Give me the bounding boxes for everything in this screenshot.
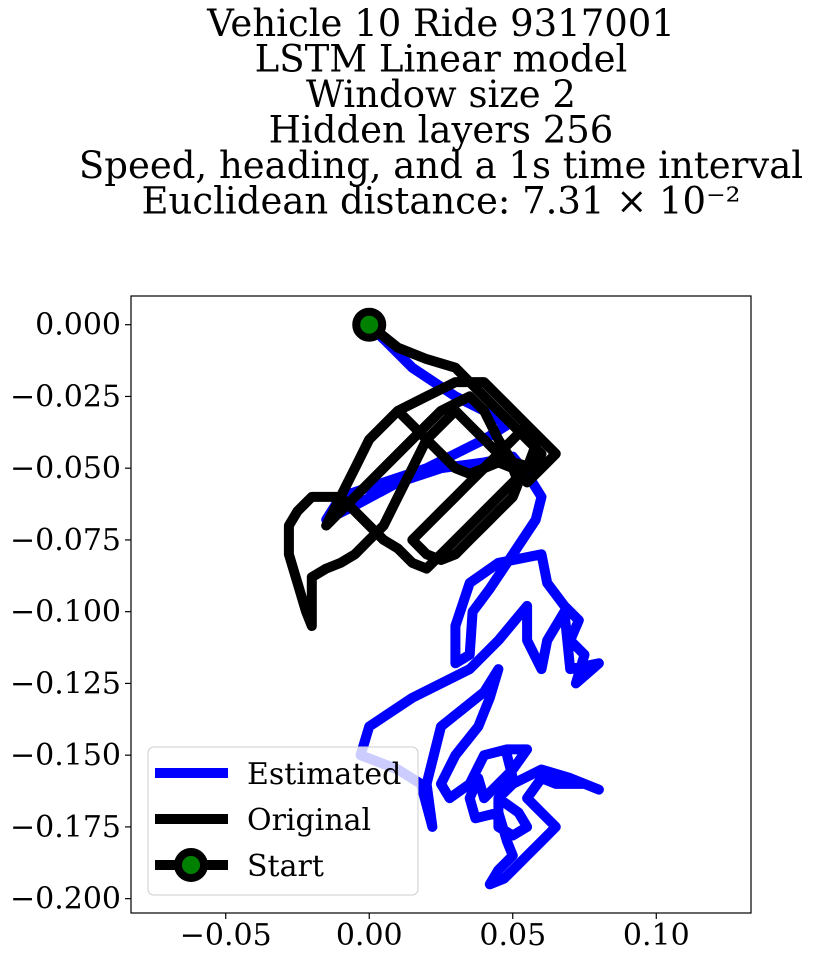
y-tick-label: −0.125 (10, 666, 121, 701)
legend-label-start: Start (247, 849, 324, 884)
y-tick-label: −0.175 (10, 810, 121, 845)
start-marker (352, 307, 387, 342)
y-tick-label: −0.025 (10, 379, 121, 414)
start-layer (352, 307, 387, 342)
y-tick-label: −0.100 (10, 595, 121, 630)
title-line-1: Vehicle 10 Ride 9317001 (206, 2, 675, 45)
x-tick-label: −0.05 (180, 918, 272, 953)
x-axis: −0.05 0.00 0.05 0.10 (180, 913, 690, 953)
legend-start-marker (174, 848, 208, 882)
y-tick-label: −0.050 (10, 451, 121, 486)
x-tick-label: 0.05 (479, 918, 546, 953)
y-tick-label: 0.000 (35, 308, 121, 343)
y-axis: 0.000 −0.025 −0.050 −0.075 −0.100 −0.125 −0.15… (10, 308, 131, 917)
series-original-line (283, 319, 561, 631)
x-tick-label: 0.10 (623, 918, 690, 953)
legend-label-estimated: Estimated (247, 757, 401, 792)
y-tick-label: −0.150 (10, 738, 121, 773)
legend-label-original: Original (247, 803, 371, 838)
title-line-2: LSTM Linear model (255, 38, 628, 81)
x-tick-label: 0.00 (336, 918, 403, 953)
series-layer (283, 319, 604, 890)
y-tick-label: −0.200 (10, 882, 121, 917)
title-line-3: Window size 2 (306, 73, 576, 116)
title-line-6: Euclidean distance: 7.31 × 10⁻² (142, 180, 741, 223)
y-tick-label: −0.075 (10, 523, 121, 558)
title-line-5: Speed, heading, and a 1s time interval (79, 144, 803, 187)
title-line-4: Hidden layers 256 (269, 109, 614, 152)
legend-box (147, 746, 419, 896)
legend: Estimated Original Start (147, 746, 419, 896)
